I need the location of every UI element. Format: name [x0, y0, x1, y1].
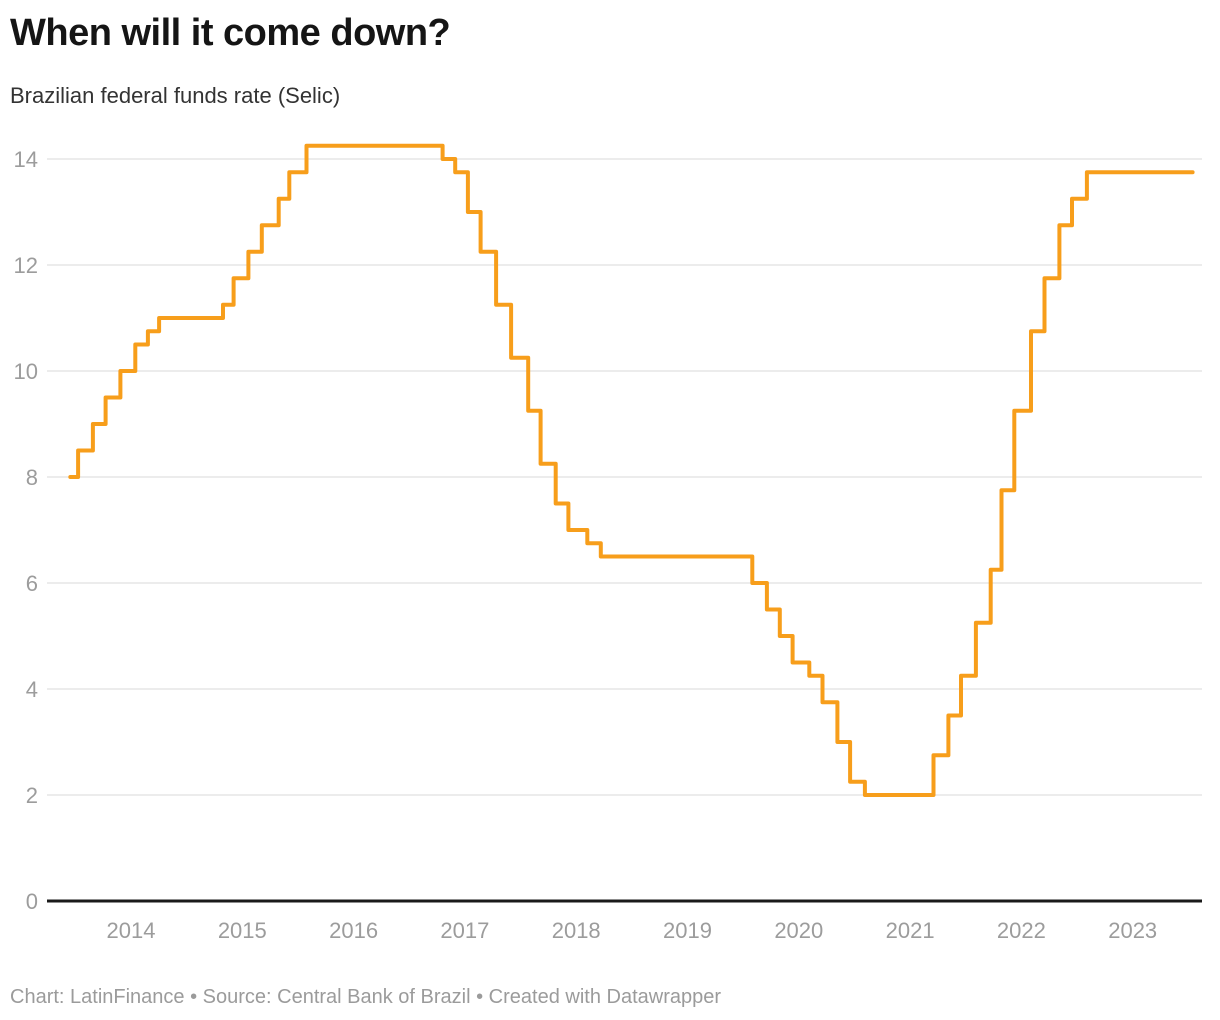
y-tick-label-4: 4: [26, 677, 38, 702]
y-tick-label-0: 0: [26, 889, 38, 914]
y-tick-label-10: 10: [14, 359, 38, 384]
x-tick-label-2018: 2018: [552, 918, 601, 943]
chart-subtitle: Brazilian federal funds rate (Selic): [10, 83, 341, 108]
x-tick-label-2023: 2023: [1108, 918, 1157, 943]
y-axis-labels: 0 2 4 6 8 10 12 14: [14, 147, 38, 914]
x-tick-label-2021: 2021: [886, 918, 935, 943]
x-tick-label-2015: 2015: [218, 918, 267, 943]
y-tick-label-6: 6: [26, 571, 38, 596]
y-gridlines: [47, 158, 1202, 796]
x-axis-labels: 2014 2015 2016 2017 2018 2019 2020 2021 2022 2023: [107, 918, 1158, 943]
y-tick-label-8: 8: [26, 465, 38, 490]
x-tick-label-2022: 2022: [997, 918, 1046, 943]
chart-title: When will it come down?: [10, 12, 451, 54]
chart-footer-credits: Chart: LatinFinance • Source: Central Ba…: [10, 986, 722, 1008]
x-tick-label-2016: 2016: [329, 918, 378, 943]
y-tick-label-14: 14: [14, 147, 38, 172]
y-tick-label-2: 2: [26, 783, 38, 808]
x-tick-label-2019: 2019: [663, 918, 712, 943]
x-tick-label-2017: 2017: [440, 918, 489, 943]
selic-rate-line: [68, 143, 1195, 797]
x-tick-label-2020: 2020: [774, 918, 823, 943]
y-tick-label-12: 12: [14, 253, 38, 278]
x-tick-label-2014: 2014: [107, 918, 156, 943]
